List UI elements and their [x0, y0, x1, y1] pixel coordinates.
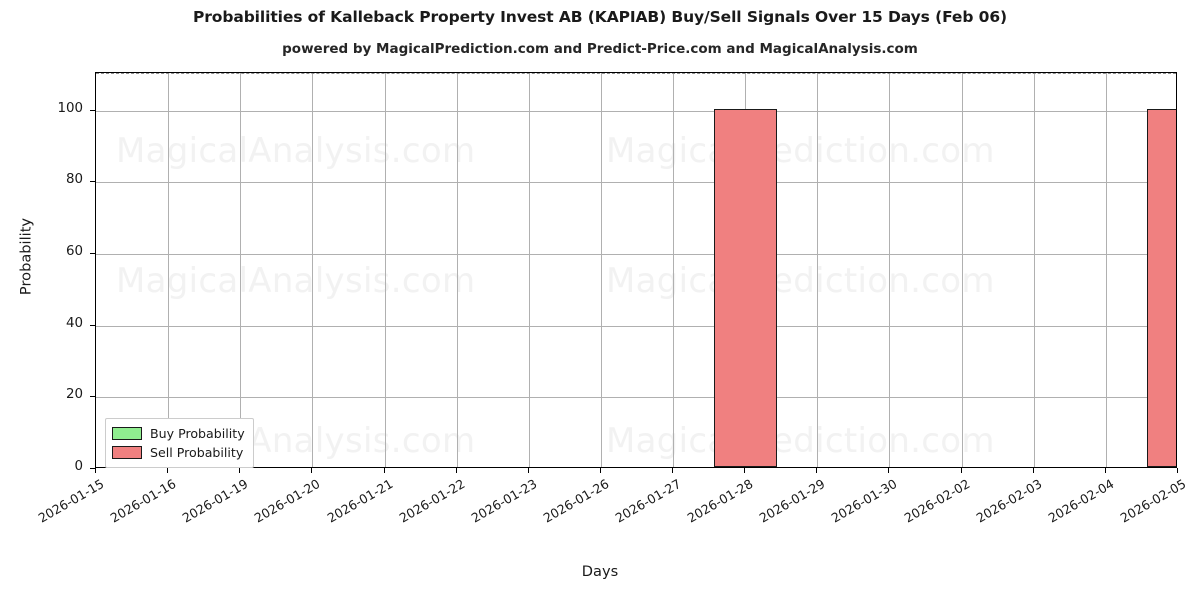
vertical-gridline: [817, 73, 818, 467]
legend-item[interactable]: Buy Probability: [112, 424, 245, 443]
x-axis-tick: [311, 468, 312, 473]
vertical-gridline: [312, 73, 313, 467]
vertical-gridline: [601, 73, 602, 467]
x-axis-tick: [95, 468, 96, 473]
y-axis-tick: [90, 110, 95, 111]
vertical-gridline: [168, 73, 169, 467]
vertical-gridline: [385, 73, 386, 467]
bar: [1146, 108, 1176, 467]
y-axis-tick: [90, 181, 95, 182]
watermark-text: MagicalPrediction.com: [606, 131, 995, 171]
y-axis-tick-label: 100: [57, 100, 83, 116]
legend-label: Buy Probability: [150, 426, 245, 441]
x-axis-tick: [744, 468, 745, 473]
legend-swatch: [112, 427, 142, 440]
legend-swatch: [112, 446, 142, 459]
x-axis-tick: [816, 468, 817, 473]
legend-label: Sell Probability: [150, 445, 244, 460]
x-axis-tick: [1105, 468, 1106, 473]
x-axis-tick: [672, 468, 673, 473]
horizontal-gridline: [96, 254, 1176, 255]
watermark-text: MagicalPrediction.com: [606, 421, 995, 461]
vertical-gridline: [240, 73, 241, 467]
y-axis-tick-label: 0: [74, 459, 83, 474]
watermark-text: MagicalAnalysis.com: [116, 261, 476, 301]
watermark-layer: MagicalAnalysis.com MagicalPrediction.com…: [96, 73, 1176, 467]
vertical-gridline: [673, 73, 674, 467]
vertical-gridline: [457, 73, 458, 467]
plot-area: MagicalAnalysis.com MagicalPrediction.com…: [95, 72, 1177, 468]
y-axis-tick: [90, 325, 95, 326]
vertical-gridline: [1034, 73, 1035, 467]
y-axis-tick-label: 40: [65, 315, 83, 331]
legend-item[interactable]: Sell Probability: [112, 443, 245, 462]
vertical-gridline: [889, 73, 890, 467]
y-axis-tick-label: 20: [65, 387, 83, 403]
x-axis-label: Days: [581, 563, 619, 580]
y-axis-label: Probability: [17, 217, 35, 296]
horizontal-gridline: [96, 326, 1176, 327]
x-axis-tick: [239, 468, 240, 473]
y-axis-tick-label: 80: [65, 172, 83, 188]
y-axis-tick: [90, 468, 95, 469]
horizontal-gridline: [96, 397, 1176, 398]
x-axis-tick: [1177, 468, 1178, 473]
x-axis-tick: [167, 468, 168, 473]
x-axis-tick: [528, 468, 529, 473]
x-axis-tick-label: 2026-01-15: [35, 476, 107, 526]
horizontal-gridline: [96, 182, 1176, 183]
y-axis-tick: [90, 396, 95, 397]
y-axis-tick: [90, 253, 95, 254]
x-axis-tick: [600, 468, 601, 473]
legend[interactable]: Buy Probability Sell Probability: [105, 418, 254, 468]
vertical-gridline: [529, 73, 530, 467]
x-axis-tick: [1033, 468, 1034, 473]
x-axis-tick: [961, 468, 962, 473]
x-axis-tick: [456, 468, 457, 473]
vertical-gridline: [1106, 73, 1107, 467]
chart-subtitle: powered by MagicalPrediction.com and Pre…: [282, 41, 918, 57]
x-axis-tick: [888, 468, 889, 473]
threshold-line: [96, 73, 1176, 74]
bar: [713, 108, 777, 467]
vertical-gridline: [962, 73, 963, 467]
watermark-text: MagicalPrediction.com: [606, 261, 995, 301]
chart-title: Probabilities of Kalleback Property Inve…: [192, 8, 1007, 26]
x-axis-tick: [384, 468, 385, 473]
watermark-text: MagicalAnalysis.com: [116, 131, 476, 171]
horizontal-gridline: [96, 111, 1176, 112]
y-axis-tick-label: 60: [65, 243, 83, 259]
